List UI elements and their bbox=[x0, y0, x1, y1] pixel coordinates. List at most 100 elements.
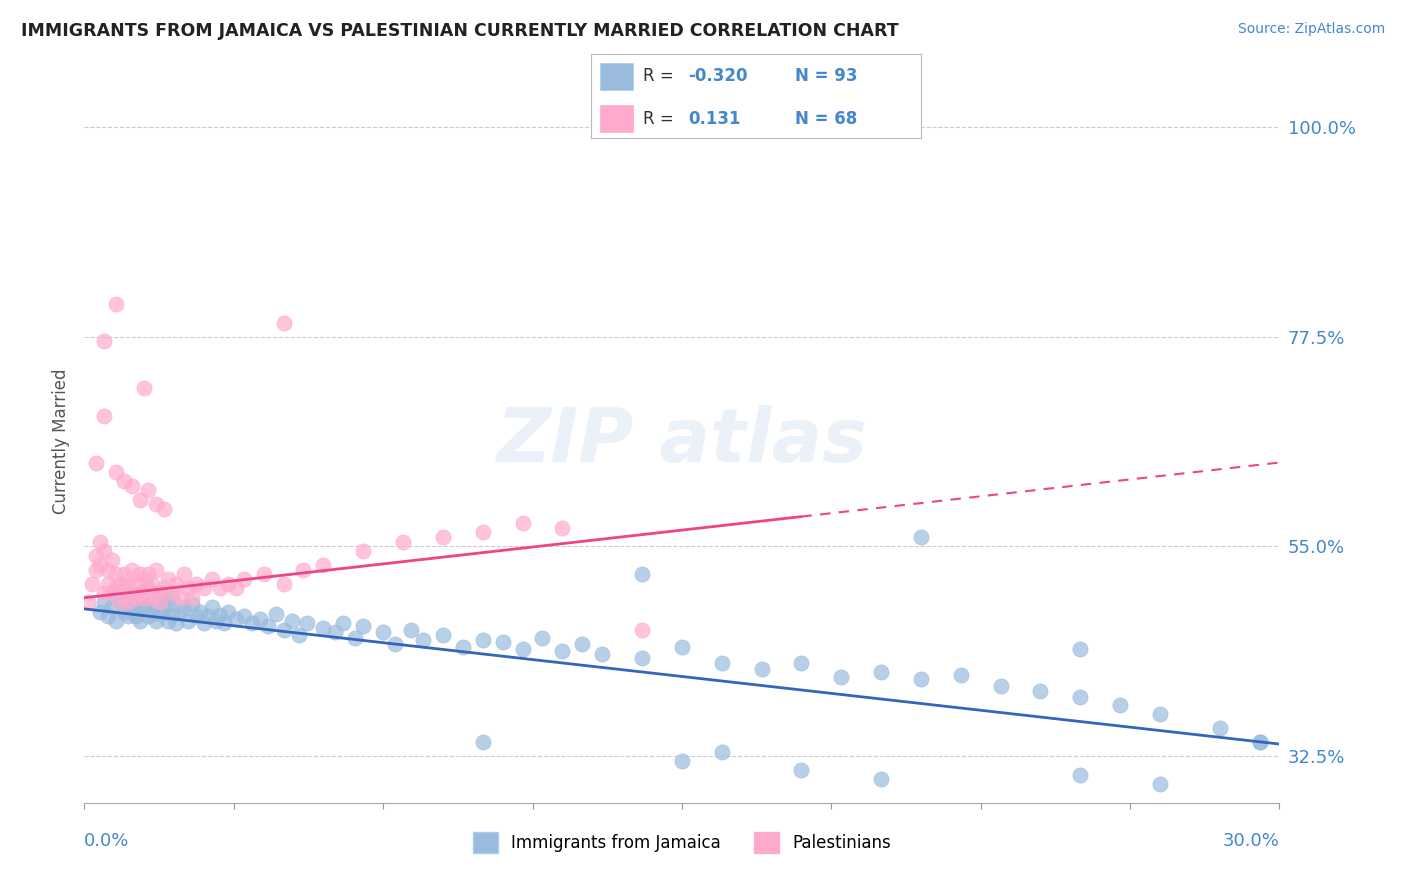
Point bbox=[121, 563, 143, 577]
Point bbox=[110, 576, 132, 591]
Point bbox=[1149, 707, 1171, 722]
Point bbox=[373, 625, 395, 640]
Point bbox=[110, 595, 132, 609]
Point bbox=[112, 605, 135, 619]
Point bbox=[232, 609, 254, 624]
Point bbox=[1109, 698, 1132, 712]
Text: -0.320: -0.320 bbox=[688, 68, 748, 86]
Point bbox=[710, 656, 733, 670]
Text: Source: ZipAtlas.com: Source: ZipAtlas.com bbox=[1237, 22, 1385, 37]
Point bbox=[132, 600, 156, 615]
Point bbox=[332, 615, 354, 630]
Point bbox=[325, 625, 347, 640]
Point bbox=[471, 525, 494, 540]
Point bbox=[169, 591, 191, 605]
Point bbox=[352, 544, 374, 558]
Point bbox=[157, 614, 180, 628]
Point bbox=[910, 672, 932, 686]
Point bbox=[129, 614, 152, 628]
Point bbox=[125, 591, 148, 605]
Point bbox=[132, 591, 156, 605]
Point bbox=[153, 582, 176, 596]
Point bbox=[870, 665, 893, 680]
Point bbox=[112, 582, 135, 596]
Point bbox=[160, 586, 183, 600]
Point bbox=[264, 607, 287, 621]
Point bbox=[181, 597, 204, 611]
Point bbox=[949, 668, 972, 682]
Point bbox=[153, 602, 176, 616]
Point bbox=[240, 615, 263, 630]
Point bbox=[97, 609, 120, 624]
Point bbox=[471, 632, 494, 647]
Point bbox=[297, 615, 319, 630]
Point bbox=[132, 381, 156, 395]
Point bbox=[145, 498, 167, 512]
Point bbox=[399, 624, 422, 638]
Point bbox=[145, 597, 167, 611]
Point bbox=[1029, 684, 1052, 698]
Point bbox=[232, 572, 254, 586]
Point bbox=[160, 608, 183, 623]
Point bbox=[149, 595, 172, 609]
Point bbox=[149, 607, 172, 621]
Point bbox=[671, 640, 693, 654]
Point bbox=[790, 763, 813, 777]
Point bbox=[110, 595, 132, 609]
Point bbox=[136, 582, 159, 596]
Point bbox=[280, 614, 302, 628]
Point bbox=[432, 628, 454, 642]
Point bbox=[82, 576, 104, 591]
Point bbox=[292, 563, 315, 577]
Point bbox=[217, 605, 239, 619]
Point bbox=[790, 656, 813, 670]
Point bbox=[141, 576, 163, 591]
Point bbox=[121, 479, 143, 493]
Point bbox=[631, 624, 654, 638]
Point bbox=[157, 597, 180, 611]
Point bbox=[141, 605, 163, 619]
Point bbox=[273, 316, 295, 330]
Point bbox=[145, 614, 167, 628]
Point bbox=[352, 618, 374, 632]
Point bbox=[193, 615, 215, 630]
Point bbox=[631, 567, 654, 582]
Text: R =: R = bbox=[644, 68, 679, 86]
Point bbox=[125, 576, 148, 591]
Point bbox=[751, 663, 773, 677]
Point bbox=[160, 591, 183, 605]
Point bbox=[89, 558, 111, 572]
Point bbox=[631, 651, 654, 665]
Text: ZIP atlas: ZIP atlas bbox=[496, 405, 868, 478]
Point bbox=[288, 628, 311, 642]
Point bbox=[136, 567, 159, 582]
Point bbox=[181, 591, 204, 605]
Point bbox=[149, 586, 172, 600]
Point bbox=[412, 632, 434, 647]
Point bbox=[97, 563, 120, 577]
Point bbox=[101, 586, 124, 600]
Point bbox=[249, 612, 271, 626]
Point bbox=[165, 615, 187, 630]
Point bbox=[273, 624, 295, 638]
Text: N = 68: N = 68 bbox=[796, 110, 858, 128]
Point bbox=[671, 754, 693, 768]
Point bbox=[256, 618, 278, 632]
Point bbox=[432, 530, 454, 544]
Point bbox=[105, 586, 128, 600]
Point bbox=[125, 609, 148, 624]
Point bbox=[392, 534, 415, 549]
Point bbox=[253, 567, 276, 582]
Point bbox=[1149, 777, 1171, 791]
Point bbox=[312, 558, 335, 572]
Point bbox=[105, 567, 128, 582]
Point bbox=[312, 622, 335, 636]
Point bbox=[86, 456, 108, 470]
Point bbox=[990, 679, 1012, 693]
Point bbox=[125, 605, 148, 619]
Point bbox=[1249, 735, 1271, 749]
Y-axis label: Currently Married: Currently Married bbox=[52, 368, 70, 515]
Point bbox=[1249, 735, 1271, 749]
Point bbox=[197, 609, 219, 624]
Point bbox=[212, 615, 235, 630]
